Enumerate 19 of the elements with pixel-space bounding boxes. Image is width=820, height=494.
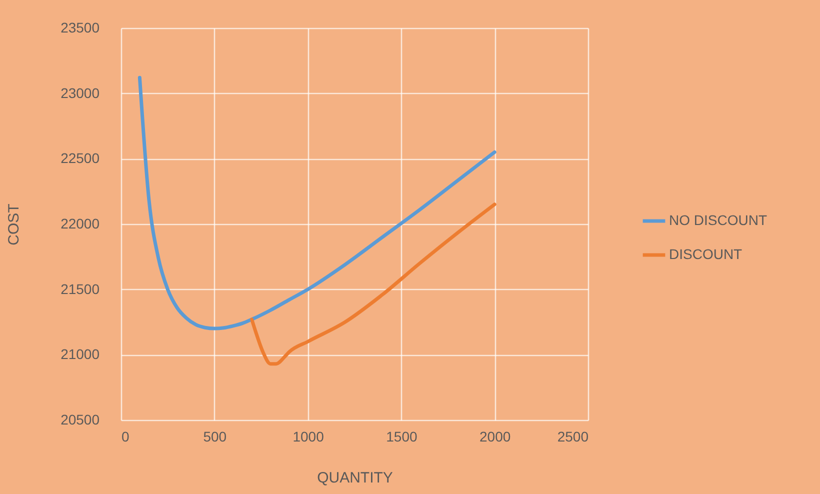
legend-label: NO DISCOUNT xyxy=(669,212,768,228)
x-tick-label: 0 xyxy=(122,428,130,444)
x-axis-title: QUANTITY xyxy=(317,470,393,486)
x-tick-label: 1500 xyxy=(386,428,418,444)
y-tick-label: 20500 xyxy=(60,412,100,428)
y-tick-label: 23000 xyxy=(60,84,100,101)
y-tick-label: 22500 xyxy=(60,150,100,166)
line-series xyxy=(138,76,496,330)
x-tick-label: 2500 xyxy=(557,428,589,444)
line-series xyxy=(250,202,496,366)
x-tick-label: 500 xyxy=(203,428,227,444)
x-tick-label: 2000 xyxy=(480,428,511,444)
y-tick-label: 21500 xyxy=(60,280,100,297)
x-tick-label: 1000 xyxy=(292,428,324,444)
y-tick-label: 23500 xyxy=(60,20,100,36)
y-axis-title: COST xyxy=(6,204,22,246)
y-tick-label: 22000 xyxy=(60,216,100,232)
y-tick-label: 21000 xyxy=(60,346,100,362)
legend-label: DISCOUNT xyxy=(669,246,743,262)
